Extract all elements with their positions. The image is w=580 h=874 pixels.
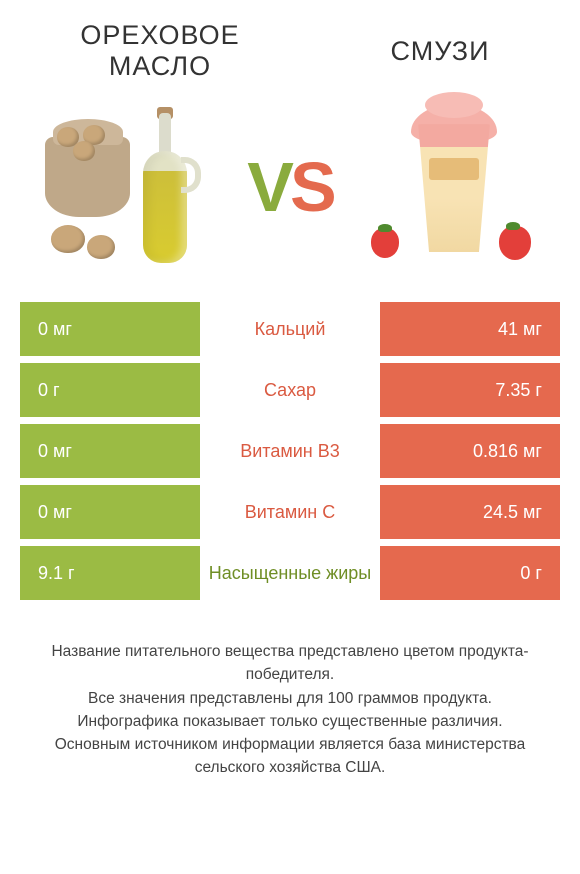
right-value: 41 мг	[380, 302, 560, 356]
table-row: 0 мгВитамин B30.816 мг	[20, 424, 560, 478]
table-row: 0 мгВитамин C24.5 мг	[20, 485, 560, 539]
header: ОРЕХОВОЕ МАСЛО СМУЗИ	[20, 20, 560, 92]
footer-line: Все значения представлены для 100 граммо…	[30, 687, 550, 710]
right-value: 0 г	[380, 546, 560, 600]
nutrient-name: Сахар	[200, 363, 380, 417]
nutrient-name: Кальций	[200, 302, 380, 356]
right-product-image	[360, 102, 540, 272]
left-value: 0 мг	[20, 424, 200, 478]
footer-notes: Название питательного вещества представл…	[20, 640, 560, 780]
footer-line: Название питательного вещества представл…	[30, 640, 550, 687]
footer-line: Основным источником информации является …	[30, 733, 550, 780]
left-value: 0 мг	[20, 302, 200, 356]
footer-line: Инфографика показывает только существенн…	[30, 710, 550, 733]
left-value: 0 г	[20, 363, 200, 417]
smoothie-illustration	[365, 102, 535, 272]
table-row: 0 гСахар7.35 г	[20, 363, 560, 417]
images-row: VS	[20, 92, 560, 302]
left-product-image	[40, 102, 220, 272]
comparison-table: 0 мгКальций41 мг0 гСахар7.35 г0 мгВитами…	[20, 302, 560, 600]
vs-s: S	[290, 148, 333, 226]
nutrient-name: Витамин B3	[200, 424, 380, 478]
vs-label: VS	[247, 152, 332, 222]
nutrient-name: Витамин C	[200, 485, 380, 539]
left-value: 0 мг	[20, 485, 200, 539]
left-value: 9.1 г	[20, 546, 200, 600]
right-value: 7.35 г	[380, 363, 560, 417]
table-row: 0 мгКальций41 мг	[20, 302, 560, 356]
nutrient-name: Насыщенные жиры	[200, 546, 380, 600]
right-product-title: СМУЗИ	[350, 36, 530, 67]
nut-oil-illustration	[45, 107, 215, 267]
vs-v: V	[247, 148, 290, 226]
right-value: 0.816 мг	[380, 424, 560, 478]
table-row: 9.1 гНасыщенные жиры0 г	[20, 546, 560, 600]
left-product-title: ОРЕХОВОЕ МАСЛО	[50, 20, 270, 82]
right-value: 24.5 мг	[380, 485, 560, 539]
